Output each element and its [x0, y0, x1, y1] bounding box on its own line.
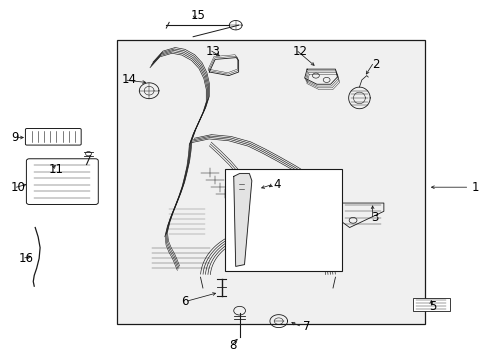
Text: 14: 14 [121, 73, 136, 86]
Text: 7: 7 [303, 320, 310, 333]
Text: 3: 3 [371, 211, 378, 224]
Text: 2: 2 [371, 58, 378, 71]
Text: 16: 16 [19, 252, 34, 265]
Polygon shape [233, 174, 251, 266]
Bar [224, 169, 342, 271]
Text: 12: 12 [292, 45, 307, 58]
Text: 15: 15 [190, 9, 205, 22]
Text: 5: 5 [428, 300, 436, 313]
Text: 1: 1 [471, 181, 478, 194]
Text: 6: 6 [181, 295, 188, 308]
Text: 11: 11 [49, 163, 64, 176]
Text: 9: 9 [11, 131, 18, 144]
FancyBboxPatch shape [25, 129, 81, 145]
Bar [412, 298, 449, 311]
Text: 13: 13 [205, 45, 220, 58]
Bar [117, 40, 425, 324]
Text: 10: 10 [11, 181, 25, 194]
Text: 8: 8 [228, 339, 236, 352]
Text: 4: 4 [273, 178, 281, 191]
FancyBboxPatch shape [26, 159, 98, 204]
